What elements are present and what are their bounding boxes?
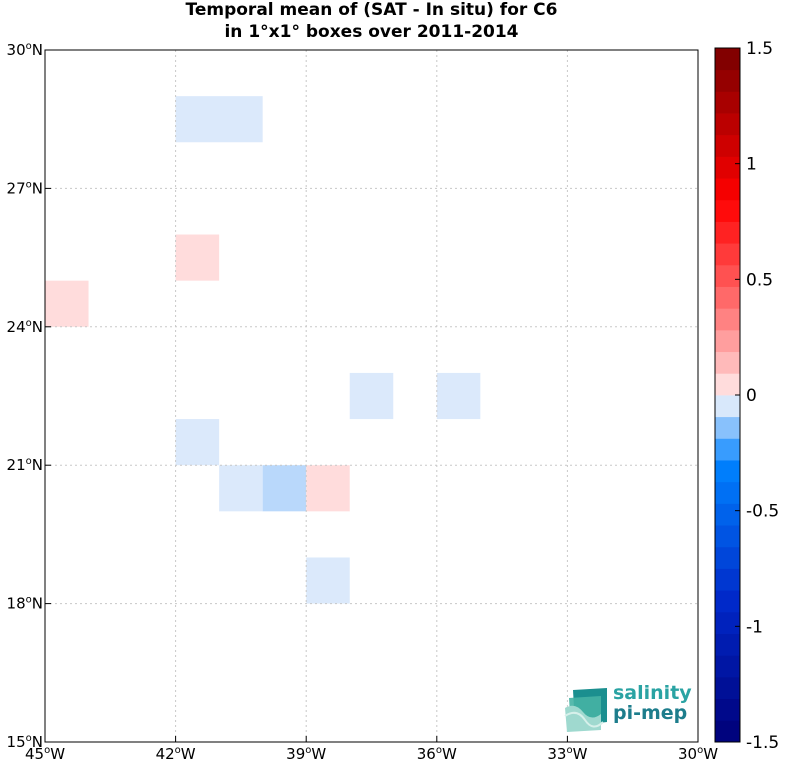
colorbar-segment <box>715 655 740 678</box>
colorbar-segment <box>715 611 740 634</box>
x-tick-label: 33oW <box>547 745 587 763</box>
colorbar-segment <box>715 48 740 71</box>
logo-text-salinity: salinity <box>613 682 692 704</box>
data-cell <box>306 465 350 512</box>
colorbar-tick-label: -0.5 <box>746 502 779 522</box>
colorbar-segment <box>715 481 740 504</box>
colorbar-segment <box>715 243 740 266</box>
colorbar-tick-label: 0.5 <box>746 270 773 290</box>
data-cell <box>219 465 263 512</box>
colorbar-segment <box>715 503 740 526</box>
x-tick-label: 30oW <box>678 745 718 763</box>
colorbar-segment <box>715 308 740 331</box>
colorbar-tick-label: -1.5 <box>746 733 779 753</box>
colorbar-segment <box>715 525 740 548</box>
colorbar-segment <box>715 264 740 287</box>
colorbar-segment <box>715 438 740 461</box>
colorbar-tick-label: 1 <box>746 155 757 175</box>
colorbar-segment <box>715 286 740 309</box>
y-tick-label: 18oN <box>7 595 43 613</box>
data-cell <box>175 234 220 281</box>
y-tick-label: 21oN <box>7 456 43 474</box>
logo-text-pi-mep: pi-mep <box>613 702 688 724</box>
colorbar-segment <box>715 698 740 721</box>
colorbar-segment <box>715 329 740 353</box>
colorbar-segment <box>715 568 740 591</box>
chart-subtitle: in 1°x1° boxes over 2011-2014 <box>224 22 519 42</box>
colorbar-segment <box>715 351 740 374</box>
wave-logo-icon <box>564 688 607 732</box>
data-cell <box>262 465 307 512</box>
x-tick-label: 36oW <box>417 745 457 763</box>
colorbar-segment <box>715 460 740 483</box>
colorbar-tick-label: 1.5 <box>746 39 773 59</box>
colorbar-tick-label: 0 <box>746 386 757 406</box>
y-tick-label: 27oN <box>7 179 43 197</box>
x-tick-label: 42oW <box>156 745 196 763</box>
cells-layer <box>45 96 481 604</box>
colorbar-segment <box>715 416 740 439</box>
y-tick-label: 24oN <box>7 318 43 336</box>
colorbar-segment <box>715 720 740 743</box>
data-cell <box>436 372 481 420</box>
colorbar-segment <box>715 590 740 613</box>
colorbar-segment <box>715 546 740 569</box>
x-tick-label: 39oW <box>286 745 326 763</box>
colorbar-segment <box>715 221 740 244</box>
colorbar-segment <box>715 395 740 418</box>
colorbar-segment <box>715 134 740 157</box>
chart-title: Temporal mean of (SAT - In situ) for C6 <box>185 0 558 20</box>
data-cell <box>175 419 220 466</box>
colorbar-segment <box>715 69 740 92</box>
colorbar-segment <box>715 113 740 136</box>
data-cell <box>175 96 263 143</box>
colorbar-segment <box>715 91 740 114</box>
colorbar-segment <box>715 178 740 201</box>
colorbar-segment <box>715 676 740 700</box>
grid-layer <box>45 50 698 742</box>
y-tick-label: 30oN <box>7 41 43 59</box>
ticks-layer: 45oW 42oW 39oW 36oW 33oW 30oW 15oN 18oN 21oN 24oN… <box>7 41 719 763</box>
colorbar-segment <box>715 156 740 179</box>
data-cell <box>349 372 394 420</box>
salinity-pi-mep-logo: salinity pi-mep <box>563 682 698 732</box>
colorbar-tick-label: -1 <box>746 617 763 637</box>
colorbar-segment <box>715 373 740 396</box>
colorbar-segment <box>715 633 740 656</box>
colorbar-layer: 1.5 1 0.5 0 -0.5 -1 -1.5 <box>714 39 779 753</box>
colorbar-segment <box>715 199 740 222</box>
data-cell <box>45 280 89 327</box>
plot-frame <box>44 49 699 743</box>
x-tick-label: 45oW <box>25 745 65 763</box>
data-cell <box>306 557 350 604</box>
y-tick-label: 15oN <box>7 733 43 751</box>
